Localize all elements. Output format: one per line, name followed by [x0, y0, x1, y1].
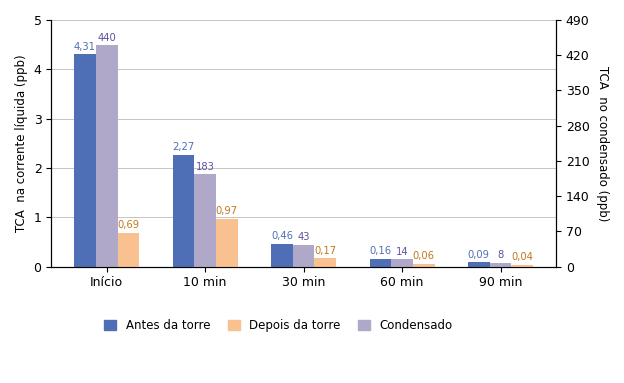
Bar [369, 259, 391, 267]
Bar [173, 155, 194, 267]
Text: 8: 8 [497, 250, 504, 260]
Bar [511, 265, 533, 267]
Text: 0,04: 0,04 [511, 252, 533, 262]
Text: 2,27: 2,27 [172, 142, 195, 152]
Bar [194, 175, 216, 267]
Text: 0,97: 0,97 [216, 206, 238, 216]
Text: 0,46: 0,46 [271, 231, 293, 241]
Text: 43: 43 [298, 232, 310, 242]
Text: 0,06: 0,06 [412, 251, 435, 261]
Text: 4,31: 4,31 [74, 42, 96, 52]
Text: 183: 183 [196, 162, 215, 172]
Text: 0,09: 0,09 [468, 250, 490, 260]
Bar [490, 262, 511, 267]
Legend: Antes da torre, Depois da torre, Condensado: Antes da torre, Depois da torre, Condens… [100, 314, 457, 337]
Text: 440: 440 [97, 33, 116, 43]
Text: 0,16: 0,16 [369, 246, 391, 256]
Bar [271, 244, 293, 267]
Bar [293, 245, 314, 267]
Bar [314, 258, 336, 267]
Bar [74, 54, 96, 267]
Bar [96, 45, 117, 267]
Bar [216, 219, 238, 267]
Bar [117, 232, 139, 267]
Bar [413, 264, 434, 267]
Bar [468, 262, 490, 267]
Y-axis label: TCA  no condensado (ppb): TCA no condensado (ppb) [596, 65, 609, 221]
Y-axis label: TCA  na corrente líquida (ppb): TCA na corrente líquida (ppb) [15, 54, 28, 232]
Text: 14: 14 [396, 247, 408, 257]
Text: 0,69: 0,69 [117, 220, 139, 230]
Text: 0,17: 0,17 [314, 246, 336, 256]
Bar [391, 260, 413, 267]
